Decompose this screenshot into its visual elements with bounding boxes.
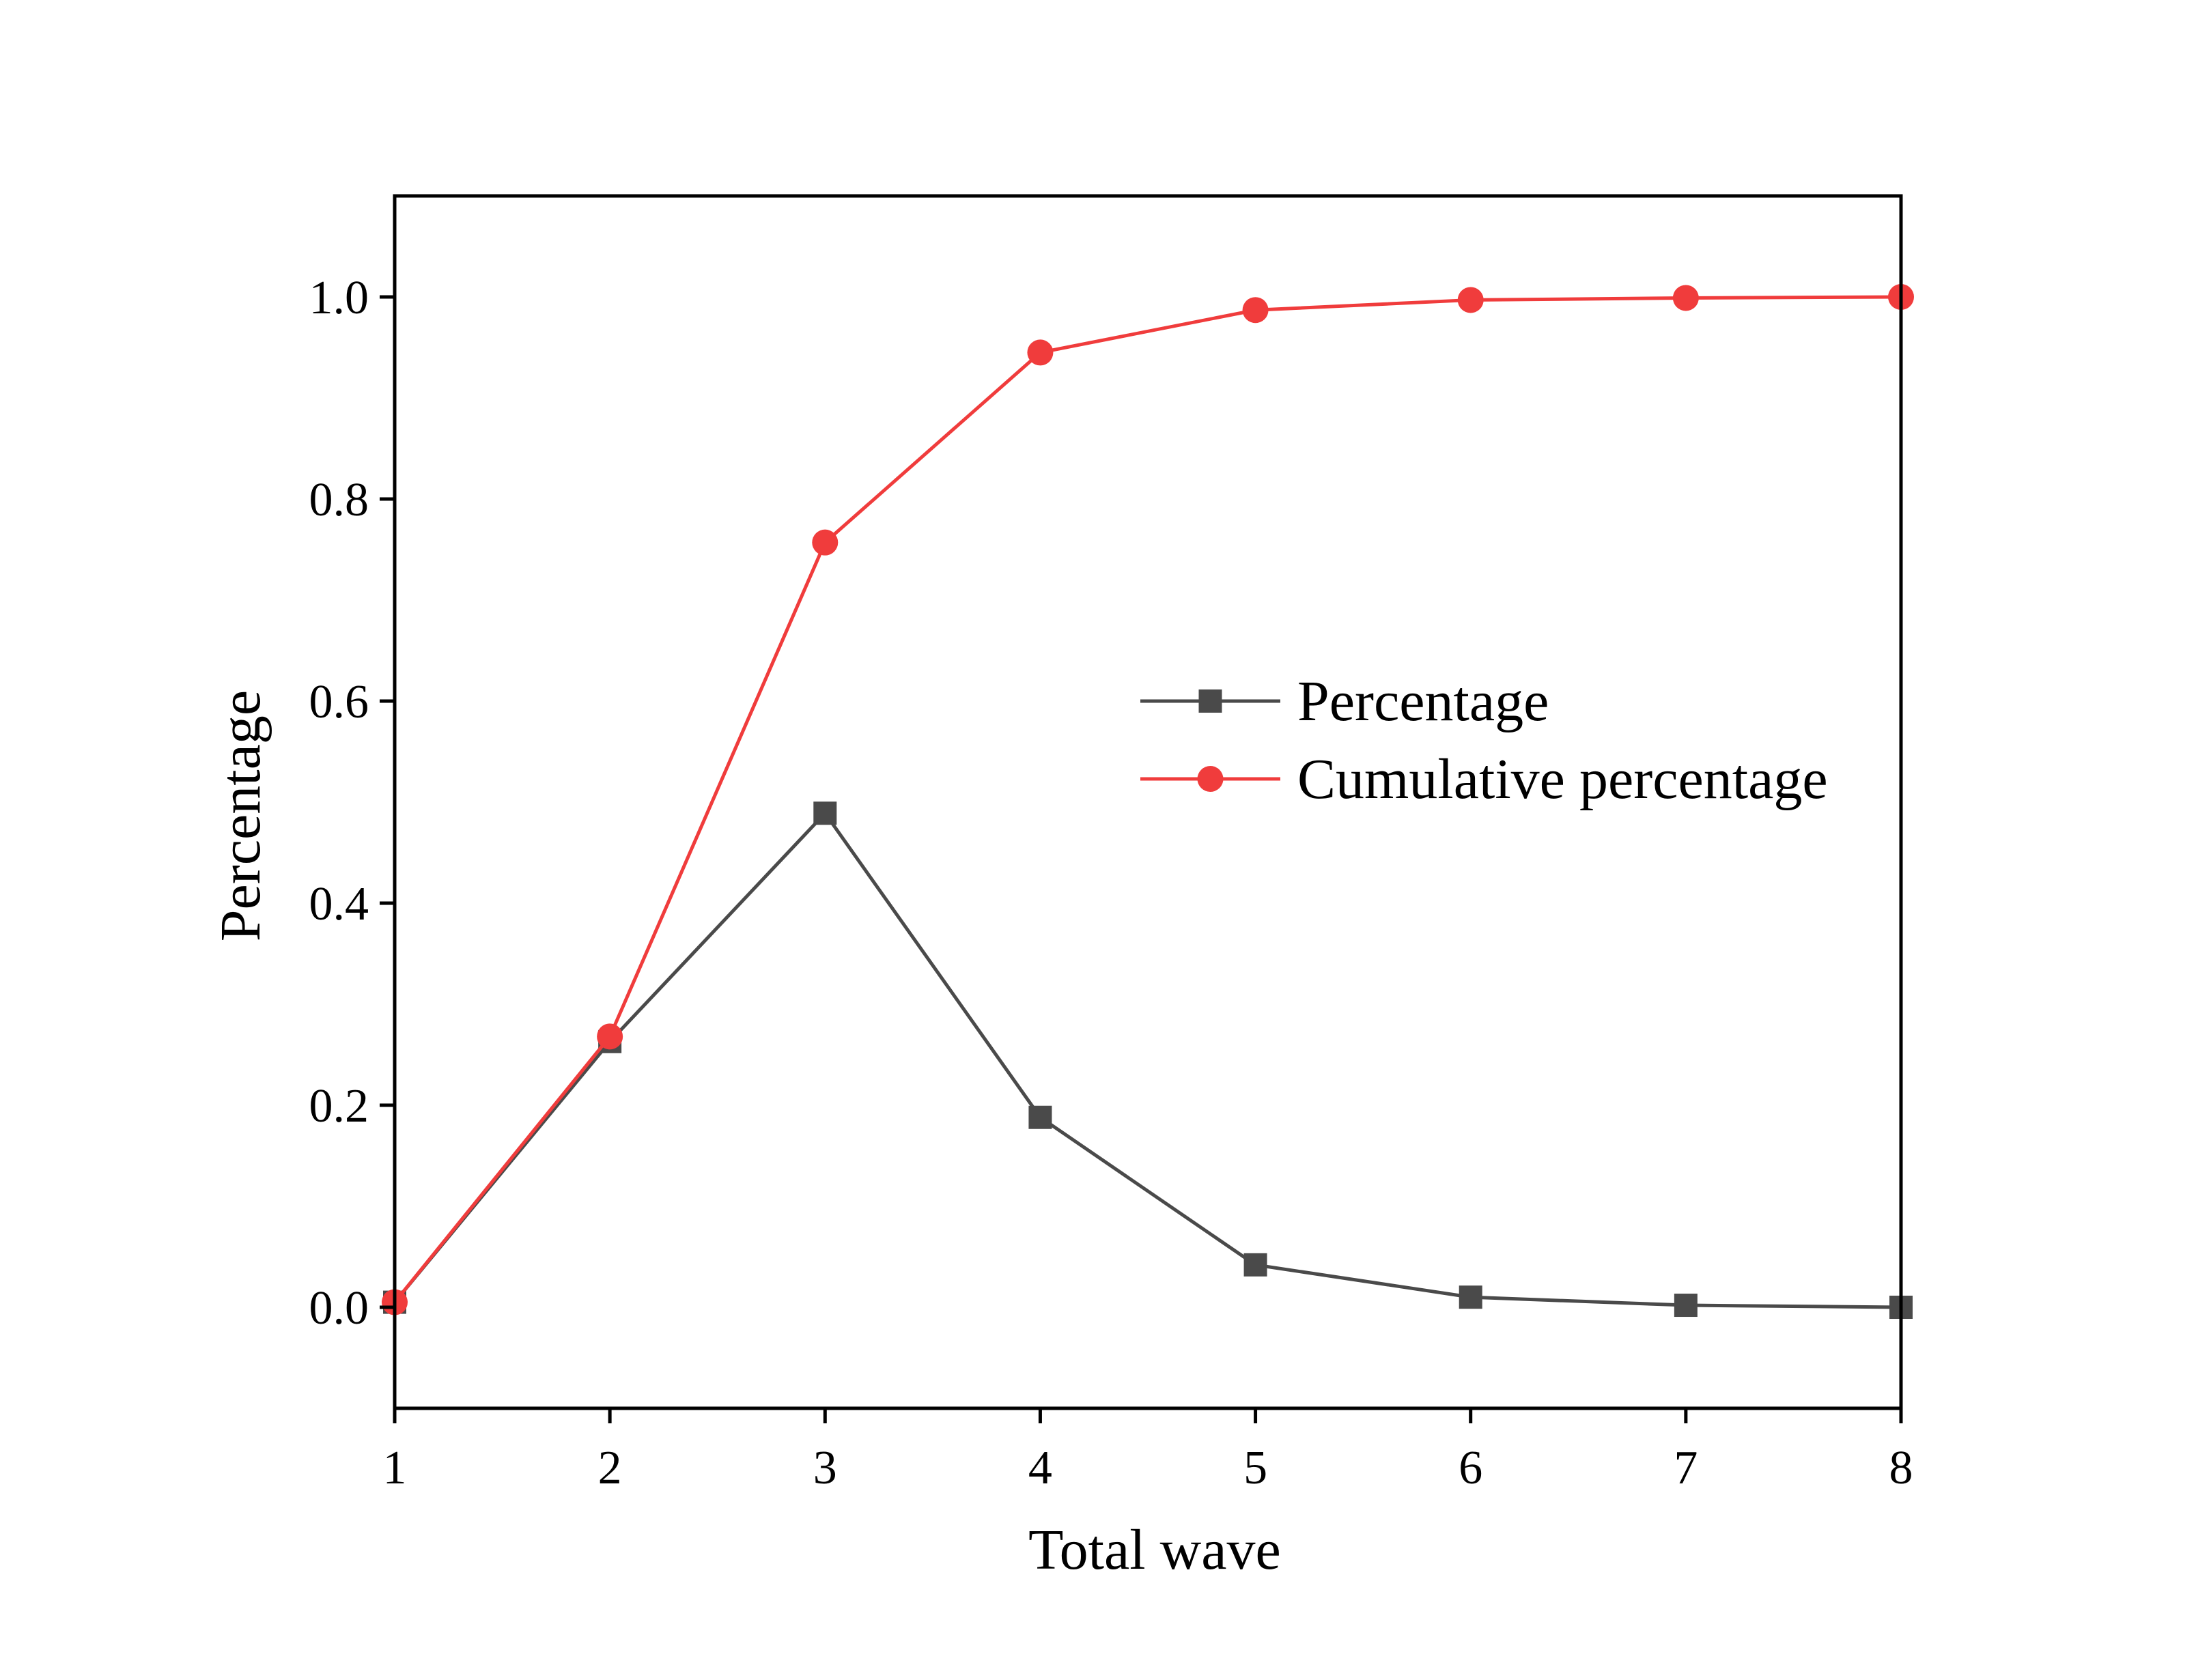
legend: Percentage Cumulative percentage [1140, 670, 1828, 811]
x-tick-label: 8 [1889, 1442, 1913, 1494]
x-tick-label: 4 [1028, 1442, 1052, 1494]
x-tick-label: 3 [813, 1442, 837, 1494]
data-point-square [1459, 1285, 1482, 1309]
legend-item: Cumulative percentage [1140, 748, 1828, 811]
y-axis-title: Percentage [209, 690, 272, 941]
data-point-square [813, 801, 837, 825]
x-tick-label: 5 [1243, 1442, 1267, 1494]
data-point-circle [1457, 287, 1484, 313]
y-tick-label: 0.2 [309, 1080, 369, 1133]
y-axis: 0.0 0.2 0.4 0.6 0.8 1.0 [309, 272, 395, 1335]
plot-frame [393, 194, 1903, 1410]
series-line [393, 810, 1902, 1309]
x-tick-label: 2 [598, 1442, 622, 1494]
x-tick-label: 1 [383, 1442, 407, 1494]
data-point-circle [1672, 285, 1699, 311]
data-point-square [1028, 1105, 1052, 1129]
y-tick-label: 0.0 [309, 1282, 369, 1335]
legend-marker-square [1198, 689, 1222, 713]
y-tick-label: 0.6 [309, 676, 369, 728]
y-tick-label: 0.4 [309, 878, 369, 930]
legend-item: Percentage [1140, 670, 1549, 733]
data-point-circle [597, 1023, 623, 1050]
x-tick-label: 6 [1459, 1442, 1482, 1494]
y-tick-label: 1.0 [309, 272, 369, 324]
legend-marker-circle [1197, 766, 1224, 792]
series-line [393, 295, 1902, 1304]
data-point-square [1243, 1253, 1267, 1277]
data-point-square [1674, 1294, 1698, 1318]
x-axis: 1 2 3 4 5 6 7 8 [383, 1408, 1913, 1494]
legend-label: Percentage [1297, 670, 1549, 733]
legend-label: Cumulative percentage [1297, 748, 1828, 811]
x-axis-title: Total wave [1028, 1518, 1281, 1582]
data-point-circle [1027, 339, 1054, 366]
x-tick-label: 7 [1674, 1442, 1698, 1494]
data-point-circle [1242, 297, 1269, 324]
series-percentage [383, 801, 1913, 1319]
y-tick-label: 0.8 [309, 474, 369, 526]
data-point-circle [812, 529, 839, 556]
